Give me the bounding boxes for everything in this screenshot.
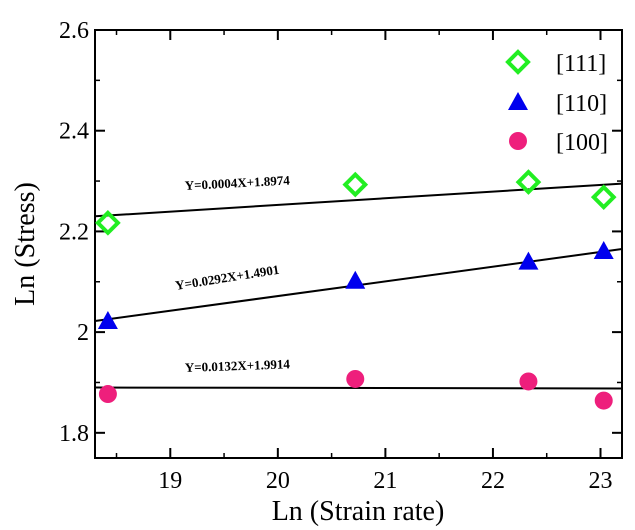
x-tick-label: 20 bbox=[266, 468, 290, 494]
x-axis-ticks: 19 20 21 22 23 bbox=[115, 30, 612, 494]
data-point bbox=[515, 169, 542, 195]
fit-line bbox=[94, 386, 623, 390]
data-point bbox=[342, 171, 369, 198]
x-axis-title: Ln (Strain rate) bbox=[272, 496, 445, 527]
data-point bbox=[519, 372, 538, 391]
y-axis-title: Ln (Stress) bbox=[10, 182, 41, 306]
y-tick-label: 1.8 bbox=[59, 421, 89, 447]
y-tick-label: 2.4 bbox=[59, 119, 89, 145]
fit-line bbox=[94, 182, 623, 218]
data-point bbox=[345, 270, 366, 289]
x-tick-label: 22 bbox=[481, 468, 505, 494]
fit-equations: Y=0.0004X+1.8974 Y=0.0292X+1.4901 Y=0.0132… bbox=[174, 172, 291, 375]
x-tick-label: 19 bbox=[158, 468, 182, 494]
y-axis-ticks: 1.8 2 2.2 2.4 2.6 bbox=[59, 18, 622, 447]
data-point bbox=[590, 184, 617, 211]
legend-marker bbox=[509, 132, 527, 150]
legend-label: [100] bbox=[556, 130, 608, 156]
data-point bbox=[98, 385, 117, 404]
fit-equation: Y=0.0004X+1.8974 bbox=[184, 172, 290, 193]
legend-label: [110] bbox=[556, 91, 607, 117]
y-tick-label: 2 bbox=[77, 320, 89, 346]
data-point bbox=[518, 251, 539, 270]
legend-marker bbox=[508, 92, 528, 110]
data-point bbox=[346, 369, 365, 388]
data-point bbox=[95, 210, 121, 236]
y-tick-label: 2.6 bbox=[59, 18, 89, 44]
legend-marker bbox=[505, 49, 531, 75]
legend: [111] [110] [100] bbox=[505, 49, 608, 156]
fit-equation: Y=0.0292X+1.4901 bbox=[174, 262, 280, 293]
data-points bbox=[95, 169, 617, 410]
x-tick-label: 21 bbox=[373, 468, 397, 494]
legend-label: [111] bbox=[556, 51, 606, 77]
data-point bbox=[97, 311, 118, 330]
y-tick-label: 2.2 bbox=[59, 219, 89, 245]
plot-frame bbox=[94, 29, 623, 459]
data-point bbox=[594, 391, 613, 410]
fit-equation: Y=0.0132X+1.9914 bbox=[185, 356, 291, 375]
x-tick-label: 23 bbox=[588, 468, 612, 494]
data-point bbox=[593, 241, 614, 260]
